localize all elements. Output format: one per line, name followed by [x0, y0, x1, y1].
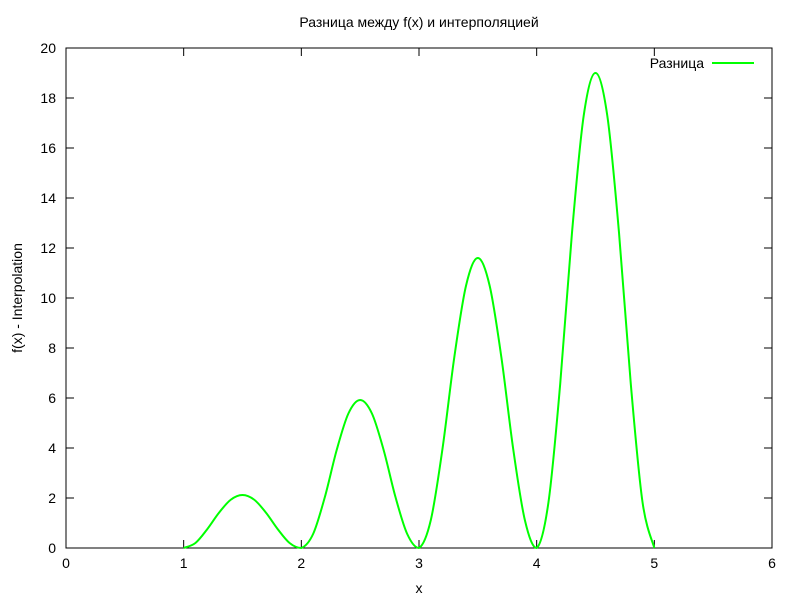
y-tick-label: 8 — [48, 340, 56, 356]
y-tick-label: 6 — [48, 390, 56, 406]
x-tick-label: 4 — [533, 555, 541, 571]
chart-title: Разница между f(x) и интерполяцией — [299, 14, 538, 30]
x-tick-label: 2 — [297, 555, 305, 571]
y-tick-label: 2 — [48, 490, 56, 506]
x-tick-label: 1 — [180, 555, 188, 571]
legend: Разница — [650, 55, 754, 71]
y-tick-label: 14 — [40, 190, 56, 206]
x-axis-label: x — [416, 580, 423, 596]
y-tick-label: 0 — [48, 540, 56, 556]
x-tick-label: 6 — [768, 555, 776, 571]
x-tick-label: 3 — [415, 555, 423, 571]
series-layer — [183, 71, 656, 550]
legend-label-series: Разница — [650, 55, 704, 71]
x-tick-label: 5 — [650, 555, 658, 571]
y-tick-label: 12 — [40, 240, 56, 256]
y-tick-label: 10 — [40, 290, 56, 306]
x-tick-label: 0 — [62, 555, 70, 571]
plot-frame — [65, 47, 773, 549]
y-axis-label: f(x) - Interpolation — [9, 243, 25, 353]
series-line — [183, 71, 656, 550]
y-tick-label: 16 — [40, 140, 56, 156]
y-tick-label: 20 — [40, 40, 56, 56]
y-tick-label: 4 — [48, 440, 56, 456]
y-tick-label: 18 — [40, 90, 56, 106]
